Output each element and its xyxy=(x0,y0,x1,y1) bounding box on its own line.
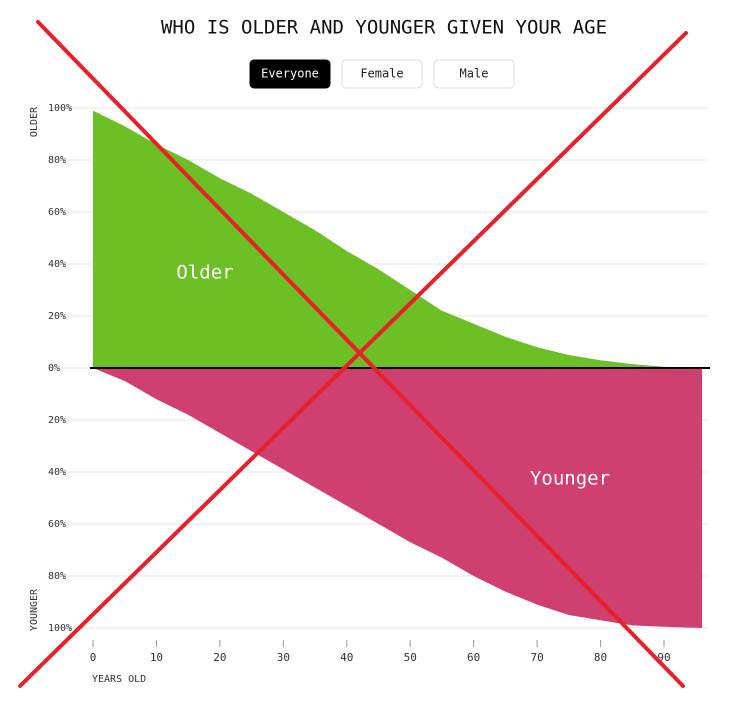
x-tick-label: 20 xyxy=(213,651,226,664)
area xyxy=(93,368,703,628)
y-tick-label: 60% xyxy=(48,207,66,218)
y-tick-label: 80% xyxy=(48,155,66,166)
filter-button[interactable] xyxy=(433,59,515,89)
x-tick-label: 40 xyxy=(340,651,353,664)
y-tick-label: 40% xyxy=(48,259,66,270)
x-tick-label: 70 xyxy=(530,651,543,664)
series-label: Older xyxy=(176,262,233,284)
x-label: YEARS OLD xyxy=(92,674,146,685)
area xyxy=(93,110,703,368)
y-tick-label: 20% xyxy=(48,311,66,322)
filter-button-label[interactable]: Male xyxy=(460,67,489,81)
filter-button[interactable] xyxy=(341,59,423,89)
filter-button[interactable] xyxy=(249,59,331,89)
x-tick-label: 10 xyxy=(150,651,163,664)
y-tick-label: 40% xyxy=(48,467,66,478)
y-tick-label: 100% xyxy=(48,103,72,114)
y-tick-label: 100% xyxy=(48,623,72,634)
y-tick-label: 80% xyxy=(48,571,66,582)
x-tick-label: 50 xyxy=(404,651,417,664)
y-label-bottom: YOUNGER xyxy=(29,588,40,631)
y-tick-label: 20% xyxy=(48,415,66,426)
chart-title: WHO IS OLDER AND YOUNGER GIVEN YOUR AGE xyxy=(161,17,607,39)
filter-button-label[interactable]: Everyone xyxy=(261,67,319,81)
y-tick-label: 60% xyxy=(48,519,66,530)
series-label: Younger xyxy=(530,468,610,490)
x-tick-label: 60 xyxy=(467,651,480,664)
x-tick-label: 30 xyxy=(277,651,290,664)
x-tick-label: 0 xyxy=(90,651,97,664)
y-tick-label: 0% xyxy=(48,363,60,374)
y-label-top: OLDER xyxy=(29,106,40,137)
x-tick-label: 80 xyxy=(594,651,607,664)
filter-button-label[interactable]: Female xyxy=(360,67,403,81)
cross-stroke xyxy=(18,31,688,688)
